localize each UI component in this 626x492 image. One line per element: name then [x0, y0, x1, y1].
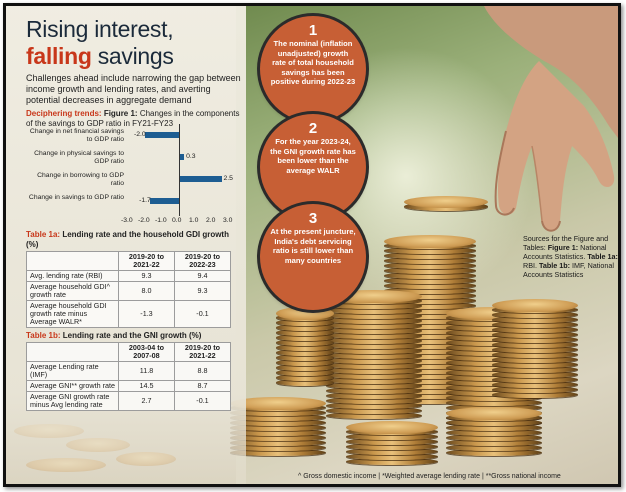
chart-x-tick-label: -3.0	[121, 217, 133, 224]
coin-stack	[492, 298, 578, 402]
chart-bar	[179, 176, 222, 182]
table1b-title: Table 1b: Lending rate and the GNI growt…	[26, 331, 202, 340]
figure-label: Deciphering trends:	[26, 109, 102, 118]
value-cell: 8.7	[174, 380, 231, 392]
circle-number: 3	[308, 210, 318, 227]
value-cell: -1.3	[118, 300, 175, 328]
coin-stack	[326, 289, 422, 423]
chart-bar	[145, 132, 179, 138]
circle-number: 1	[308, 22, 318, 39]
table-row: Average Lending rate (IMF) 11.8 8.8	[26, 361, 231, 381]
value-cell: 11.8	[118, 361, 175, 381]
table-header-cell	[26, 251, 119, 271]
coin-stack	[230, 396, 326, 460]
table-row: Average GNI growth rate minus Avg lendin…	[26, 391, 231, 411]
subtitle: Challenges ahead include narrowing the g…	[26, 73, 241, 105]
coin-stack	[346, 420, 438, 469]
table-row: Average GNI** growth rate 14.5 8.7	[26, 380, 231, 392]
row-label-cell: Average household GDI growth rate minus …	[26, 300, 119, 328]
bar-chart: Change in net financial savings to GDP r…	[26, 124, 246, 228]
chart-bar	[150, 198, 179, 204]
headline-rest: savings	[91, 43, 174, 69]
chart-bar	[179, 154, 185, 160]
table1a-title: Table 1a: Lending rate and the household…	[26, 230, 229, 249]
chart-category-label: Change in savings to GDP ratio	[28, 194, 124, 201]
chart-x-tick-label: 1.0	[189, 217, 199, 224]
value-cell: 9.3	[118, 270, 175, 282]
chart-x-tick-label: -1.0	[155, 217, 167, 224]
value-cell: 9.4	[174, 270, 231, 282]
circle-text: The nominal (inflation unadjusted) growt…	[270, 39, 356, 86]
value-cell: 14.5	[118, 380, 175, 392]
table-header-cell: 2019-20 to 2021-22	[174, 342, 231, 362]
figure-name: Figure 1:	[103, 109, 138, 118]
chart-x-tick-label: 0.0	[172, 217, 182, 224]
row-label-cell: Average household GDI^ growth rate	[26, 281, 119, 301]
value-cell: -0.1	[174, 300, 231, 328]
chart-category-label: Change in borrowing to GDP ratio	[37, 172, 124, 187]
chart-x-tick-label: 3.0	[223, 217, 233, 224]
left-panel: Rising interest, falling savings Challen…	[6, 6, 246, 484]
headline-line2: falling savings	[26, 43, 174, 70]
figure-caption-text: Changes in the components of the savings…	[26, 109, 240, 128]
chart-x-tick-label: -2.0	[138, 217, 150, 224]
value-cell: 8.8	[174, 361, 231, 381]
figure-caption: Deciphering trends: Figure 1: Changes in…	[26, 109, 241, 129]
sources-note: Sources for the Figure and Tables: Figur…	[523, 234, 618, 279]
highlight-circle-2: 2 For the year 2023-24, the GNI growth r…	[260, 114, 366, 220]
table-row: Avg. lending rate (RBI) 9.3 9.4	[26, 270, 231, 282]
circle-text: For the year 2023-24, the GNI growth rat…	[270, 137, 356, 175]
circle-number: 2	[308, 120, 318, 137]
footnote: ^ Gross domestic income | *Weighted aver…	[298, 473, 561, 480]
circle-text: At the present juncture, India's debt se…	[270, 227, 356, 265]
chart-category-label: Change in physical savings to GDP ratio	[34, 150, 124, 165]
table-header-cell: 2019-20 to 2022-23	[174, 251, 231, 271]
highlight-circle-3: 3 At the present juncture, India's debt …	[260, 204, 366, 310]
value-cell: 9.3	[174, 281, 231, 301]
row-label-cell: Average GNI growth rate minus Avg lendin…	[26, 391, 119, 411]
chart-value-label: -2.0	[134, 131, 146, 138]
table1a: 2019-20 to 2021-22 2019-20 to 2022-23 Avg.…	[26, 251, 231, 328]
chart-category-label: Change in net financial savings to GDP r…	[29, 128, 124, 143]
highlight-circle-1: 1 The nominal (inflation unadjusted) gro…	[260, 16, 366, 122]
row-label-cell: Average GNI** growth rate	[26, 380, 119, 392]
table-header-cell	[26, 342, 119, 362]
chart-x-tick-label: 2.0	[206, 217, 216, 224]
coin-stack	[384, 234, 476, 408]
chart-value-label: 0.3	[186, 153, 196, 160]
table-row: Average household GDI^ growth rate 8.0 9.3	[26, 281, 231, 301]
coin-stack	[276, 306, 334, 390]
held-coin	[404, 194, 488, 214]
table-header-cell: 2003-04 to 2007-08	[118, 342, 175, 362]
headline-line1: Rising interest,	[26, 16, 174, 42]
infographic-frame: Rising interest, falling savings Challen…	[3, 3, 621, 487]
value-cell: -0.1	[174, 391, 231, 411]
row-label-cell: Average Lending rate (IMF)	[26, 361, 119, 381]
table-header-cell: 2019-20 to 2021-22	[118, 251, 175, 271]
chart-value-label: 2.5	[223, 175, 233, 182]
headline-highlight: falling	[26, 43, 92, 69]
table1b: 2003-04 to 2007-08 2019-20 to 2021-22 Aver…	[26, 342, 231, 411]
chart-zero-line	[179, 124, 180, 216]
value-cell: 2.7	[118, 391, 175, 411]
row-label-cell: Avg. lending rate (RBI)	[26, 270, 119, 282]
coin-stack	[446, 406, 542, 460]
table-row: Average household GDI growth rate minus …	[26, 300, 231, 328]
chart-value-label: -1.7	[139, 197, 151, 204]
hand-illustration	[484, 6, 618, 232]
value-cell: 8.0	[118, 281, 175, 301]
